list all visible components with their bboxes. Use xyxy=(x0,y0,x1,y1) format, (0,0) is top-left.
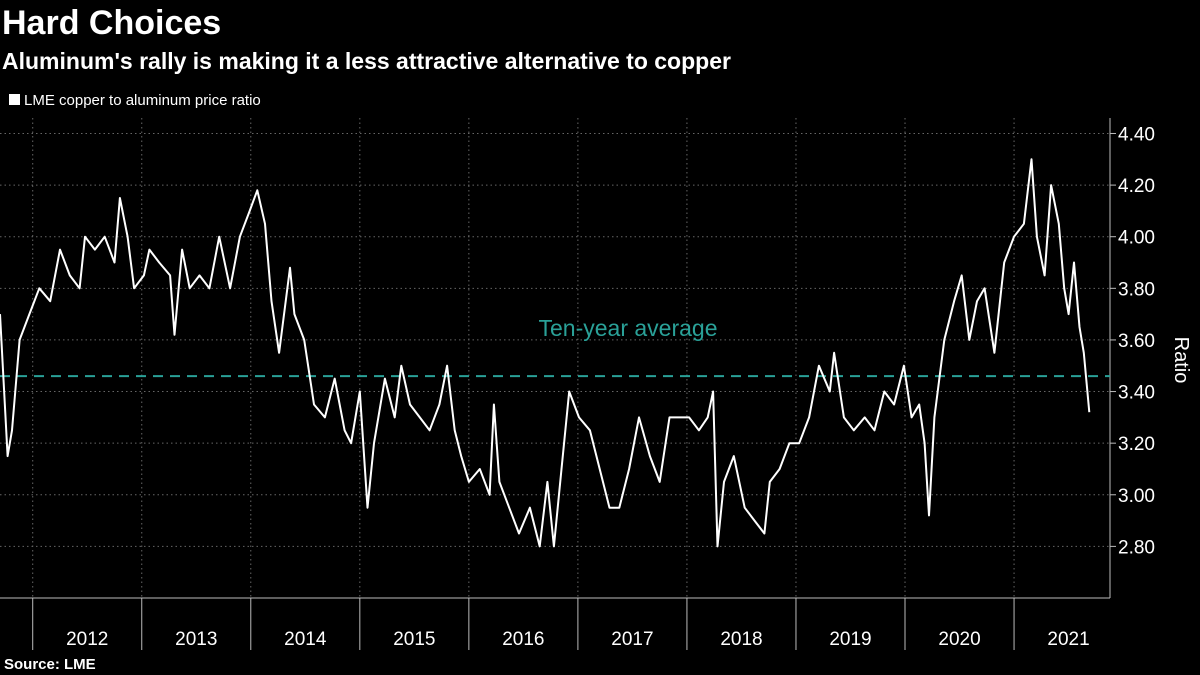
x-tick-label: 2014 xyxy=(284,629,327,650)
y-tick-label: 2.80 xyxy=(1118,537,1155,558)
y-tick-label: 3.80 xyxy=(1118,279,1155,300)
legend-swatch xyxy=(9,94,20,105)
y-tick-label: 4.40 xyxy=(1118,124,1155,145)
y-tick-label: 4.20 xyxy=(1118,176,1155,197)
y-tick-label: 4.00 xyxy=(1118,228,1155,249)
x-tick-label: 2021 xyxy=(1047,629,1089,650)
x-tick-label: 2017 xyxy=(611,629,653,650)
x-tick-label: 2012 xyxy=(66,629,108,650)
y-tick-label: 3.40 xyxy=(1118,383,1155,404)
y-tick-label: 3.60 xyxy=(1118,331,1155,352)
chart-title: Hard Choices xyxy=(2,4,221,42)
y-axis-label: Ratio xyxy=(1170,337,1192,384)
chart-subtitle: Aluminum's rally is making it a less att… xyxy=(2,48,731,74)
x-tick-label: 2019 xyxy=(829,629,871,650)
x-tick-label: 2013 xyxy=(175,629,217,650)
legend-label: LME copper to aluminum price ratio xyxy=(24,92,261,109)
y-tick-label: 3.20 xyxy=(1118,434,1155,455)
source: Source: LME xyxy=(4,656,96,673)
reference-label: Ten-year average xyxy=(539,315,718,341)
x-tick-label: 2016 xyxy=(502,629,544,650)
series-line xyxy=(0,158,1091,548)
x-tick-label: 2020 xyxy=(938,629,980,650)
x-tick-label: 2015 xyxy=(393,629,435,650)
y-tick-label: 3.00 xyxy=(1118,486,1155,507)
x-tick-label: 2018 xyxy=(720,629,762,650)
